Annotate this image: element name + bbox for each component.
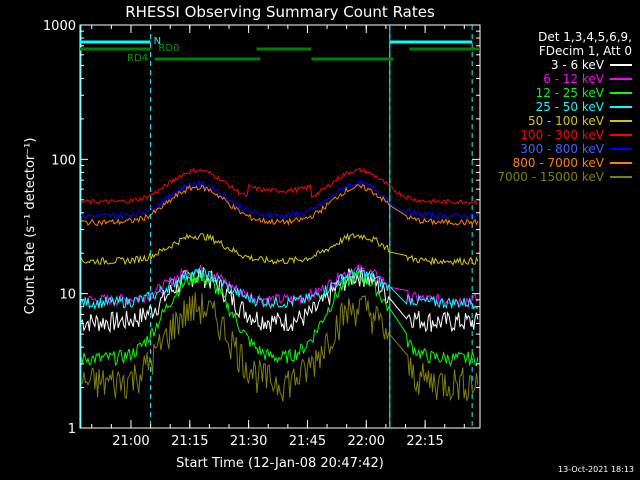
- series-line-7: [80, 179, 478, 221]
- legend-swatch: [610, 64, 632, 66]
- legend-label: 300 - 800 keV: [520, 142, 604, 156]
- legend-label: 50 - 100 keV: [527, 114, 604, 128]
- series-line-4: [80, 266, 478, 311]
- x-tick-label: 21:15: [171, 434, 208, 449]
- legend-entry: 25 - 50 keV: [442, 100, 632, 114]
- legend-label: 7000 - 15000 keV: [497, 170, 604, 184]
- footer-timestamp: 13-Oct-2021 18:13: [558, 465, 634, 474]
- x-tick-label: 22:00: [348, 434, 385, 449]
- series-line-5: [80, 232, 479, 266]
- rd0-label: RD0: [158, 43, 179, 54]
- y-tick-label: 1000: [43, 19, 76, 34]
- legend-header-detectors: Det 1,3,4,5,6,9,: [538, 30, 632, 44]
- legend-label: 100 - 300 keV: [520, 128, 604, 142]
- legend-swatch: [610, 176, 632, 178]
- legend: Det 1,3,4,5,6,9, FDecim 1, Att 0 3 - 6 k…: [442, 30, 632, 184]
- y-tick-label: 100: [51, 153, 76, 168]
- legend-swatch: [610, 148, 632, 150]
- legend-entry: 12 - 25 keV: [442, 86, 632, 100]
- legend-swatch: [610, 106, 632, 108]
- chart-title: RHESSI Observing Summary Count Rates: [125, 3, 435, 21]
- legend-label: 12 - 25 keV: [535, 86, 604, 100]
- y-tick-label: 1: [68, 422, 76, 437]
- legend-swatch: [610, 162, 632, 164]
- legend-entry: 6 - 12 keV: [442, 72, 632, 86]
- x-tick-label: 21:30: [230, 434, 267, 449]
- legend-entry: 3 - 6 keV: [442, 58, 632, 72]
- axes: 21:00 21:15 21:30 21:45 22:00 22:15 1 10 100 1000: [43, 19, 480, 449]
- series-line-9: [80, 292, 479, 402]
- legend-swatch: [610, 120, 632, 122]
- x-tick-label: 22:15: [406, 434, 443, 449]
- y-tick-label: 10: [59, 288, 76, 303]
- legend-entry: 7000 - 15000 keV: [442, 170, 632, 184]
- night-label: N: [154, 36, 161, 47]
- legend-label: 3 - 6 keV: [550, 58, 604, 72]
- series-line-8: [80, 184, 479, 227]
- plot-frame: [79, 24, 481, 429]
- legend-swatch: [610, 134, 632, 136]
- legend-entry: 50 - 100 keV: [442, 114, 632, 128]
- series-line-2: [81, 263, 479, 307]
- legend-swatch: [610, 92, 632, 94]
- x-axis-label: Start Time (12-Jan-08 20:47:42): [176, 456, 384, 471]
- legend-swatch: [610, 78, 632, 80]
- legend-label: 25 - 50 keV: [535, 100, 604, 114]
- legend-header-decimation: FDecim 1, Att 0: [538, 44, 632, 58]
- series-line-1: [80, 266, 479, 334]
- x-tick-label: 21:45: [289, 434, 326, 449]
- series-line-6: [80, 167, 478, 206]
- y-axis-label: Count Rate (s⁻¹ detector⁻¹): [23, 138, 38, 315]
- series-line-3: [80, 269, 479, 368]
- x-tick-label: 21:00: [112, 434, 149, 449]
- legend-entry: 300 - 800 keV: [442, 142, 632, 156]
- rd4-label: RD4: [127, 53, 148, 64]
- legend-entry: 800 - 7000 keV: [442, 156, 632, 170]
- legend-label: 800 - 7000 keV: [512, 156, 604, 170]
- legend-label: 6 - 12 keV: [543, 72, 604, 86]
- legend-entry: 100 - 300 keV: [442, 128, 632, 142]
